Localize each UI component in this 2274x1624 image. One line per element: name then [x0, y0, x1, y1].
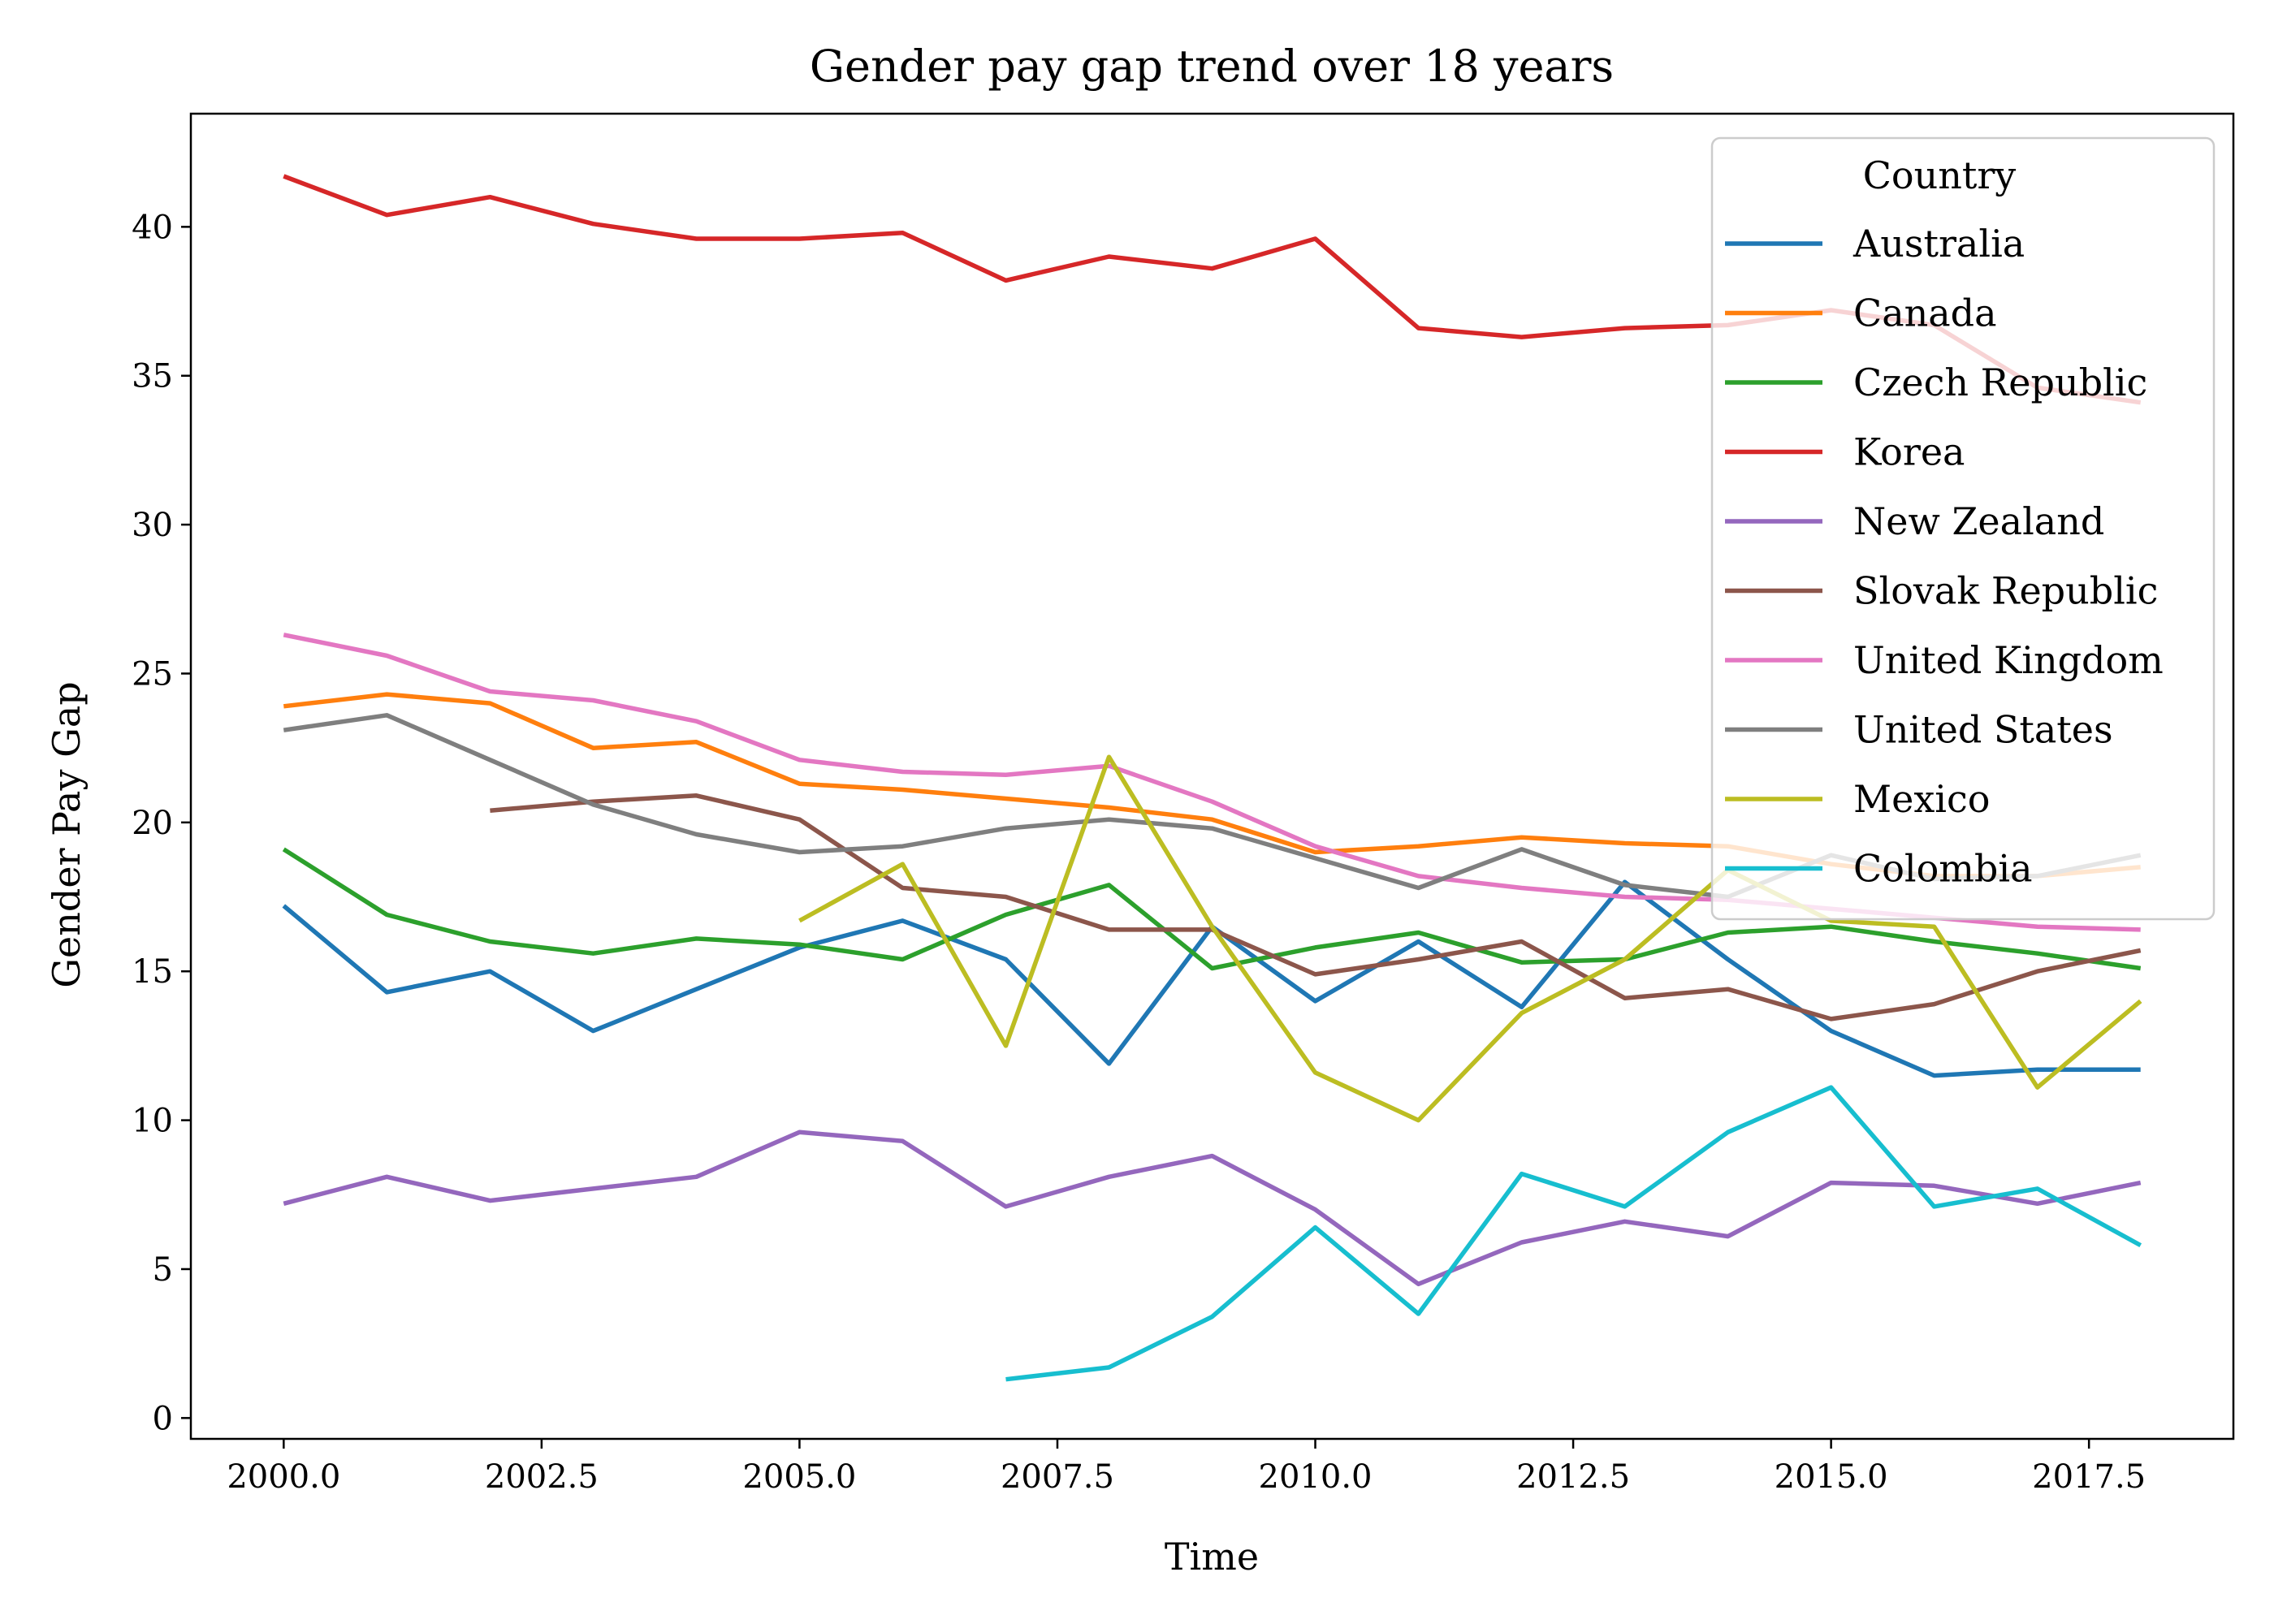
legend-label-united-kingdom: United Kingdom	[1853, 638, 2164, 682]
legend-items: Australia Canada Czech Republic Korea New Ze…	[1725, 222, 2164, 891]
legend-box	[1710, 136, 2216, 921]
y-tick-label: 5	[153, 1251, 173, 1289]
y-tick-label: 30	[132, 507, 173, 544]
x-tick-label: 2010.0	[1259, 1458, 1373, 1496]
series-line-colombia	[1005, 1085, 2142, 1382]
y-tick-label: 0	[153, 1400, 173, 1437]
legend-label-czech-republic: Czech Republic	[1853, 361, 2147, 404]
x-tick-label: 2000.0	[227, 1458, 340, 1496]
series-line-czech-republic	[282, 847, 2142, 971]
series-line-slovak-republic	[490, 793, 2142, 1021]
legend-label-canada: Canada	[1853, 292, 1997, 335]
x-tick-label: 2002.5	[485, 1458, 599, 1496]
series-line-new-zealand	[283, 1129, 2142, 1287]
y-axis: 0 5 10 15 20 25 30 35 40	[132, 209, 191, 1437]
x-tick-label: 2005.0	[742, 1458, 856, 1496]
x-tick-label: 2007.5	[1001, 1458, 1114, 1496]
legend-label-united-states: United States	[1853, 708, 2113, 752]
legend-label-new-zealand: New Zealand	[1853, 499, 2104, 543]
legend-title: Country	[1863, 153, 2017, 197]
legend-label-korea: Korea	[1853, 430, 1965, 474]
x-tick-label: 2012.5	[1516, 1458, 1630, 1496]
legend-label-mexico: Mexico	[1853, 777, 1990, 821]
plot-frame	[189, 112, 2235, 1440]
legend: Country Australia Canada Czech Republic Kor…	[1710, 136, 2216, 921]
legend-label-slovak-republic: Slovak Republic	[1853, 569, 2158, 613]
series-line-mexico	[798, 754, 2142, 1123]
y-axis-label: Gender Pay Gap	[45, 681, 89, 987]
legend-label-colombia: Colombia	[1853, 847, 2033, 891]
x-axis-label: Time	[1165, 1535, 1259, 1579]
x-tick-label: 2015.0	[1775, 1458, 1888, 1496]
chart-title: Gender pay gap trend over 18 years	[810, 41, 1614, 92]
y-tick-label: 20	[132, 805, 173, 842]
y-tick-label: 40	[132, 209, 173, 246]
x-tick-label: 2017.5	[2032, 1458, 2146, 1496]
y-tick-label: 35	[132, 358, 173, 395]
y-tick-label: 25	[132, 655, 173, 693]
legend-label-australia: Australia	[1852, 222, 2025, 266]
series-layer	[282, 174, 2142, 1382]
x-axis: 2000.0 2002.5 2005.0 2007.5 2010.0 2012.5 2015…	[227, 1439, 2146, 1496]
y-tick-label: 10	[132, 1103, 173, 1140]
y-tick-label: 15	[132, 953, 173, 991]
